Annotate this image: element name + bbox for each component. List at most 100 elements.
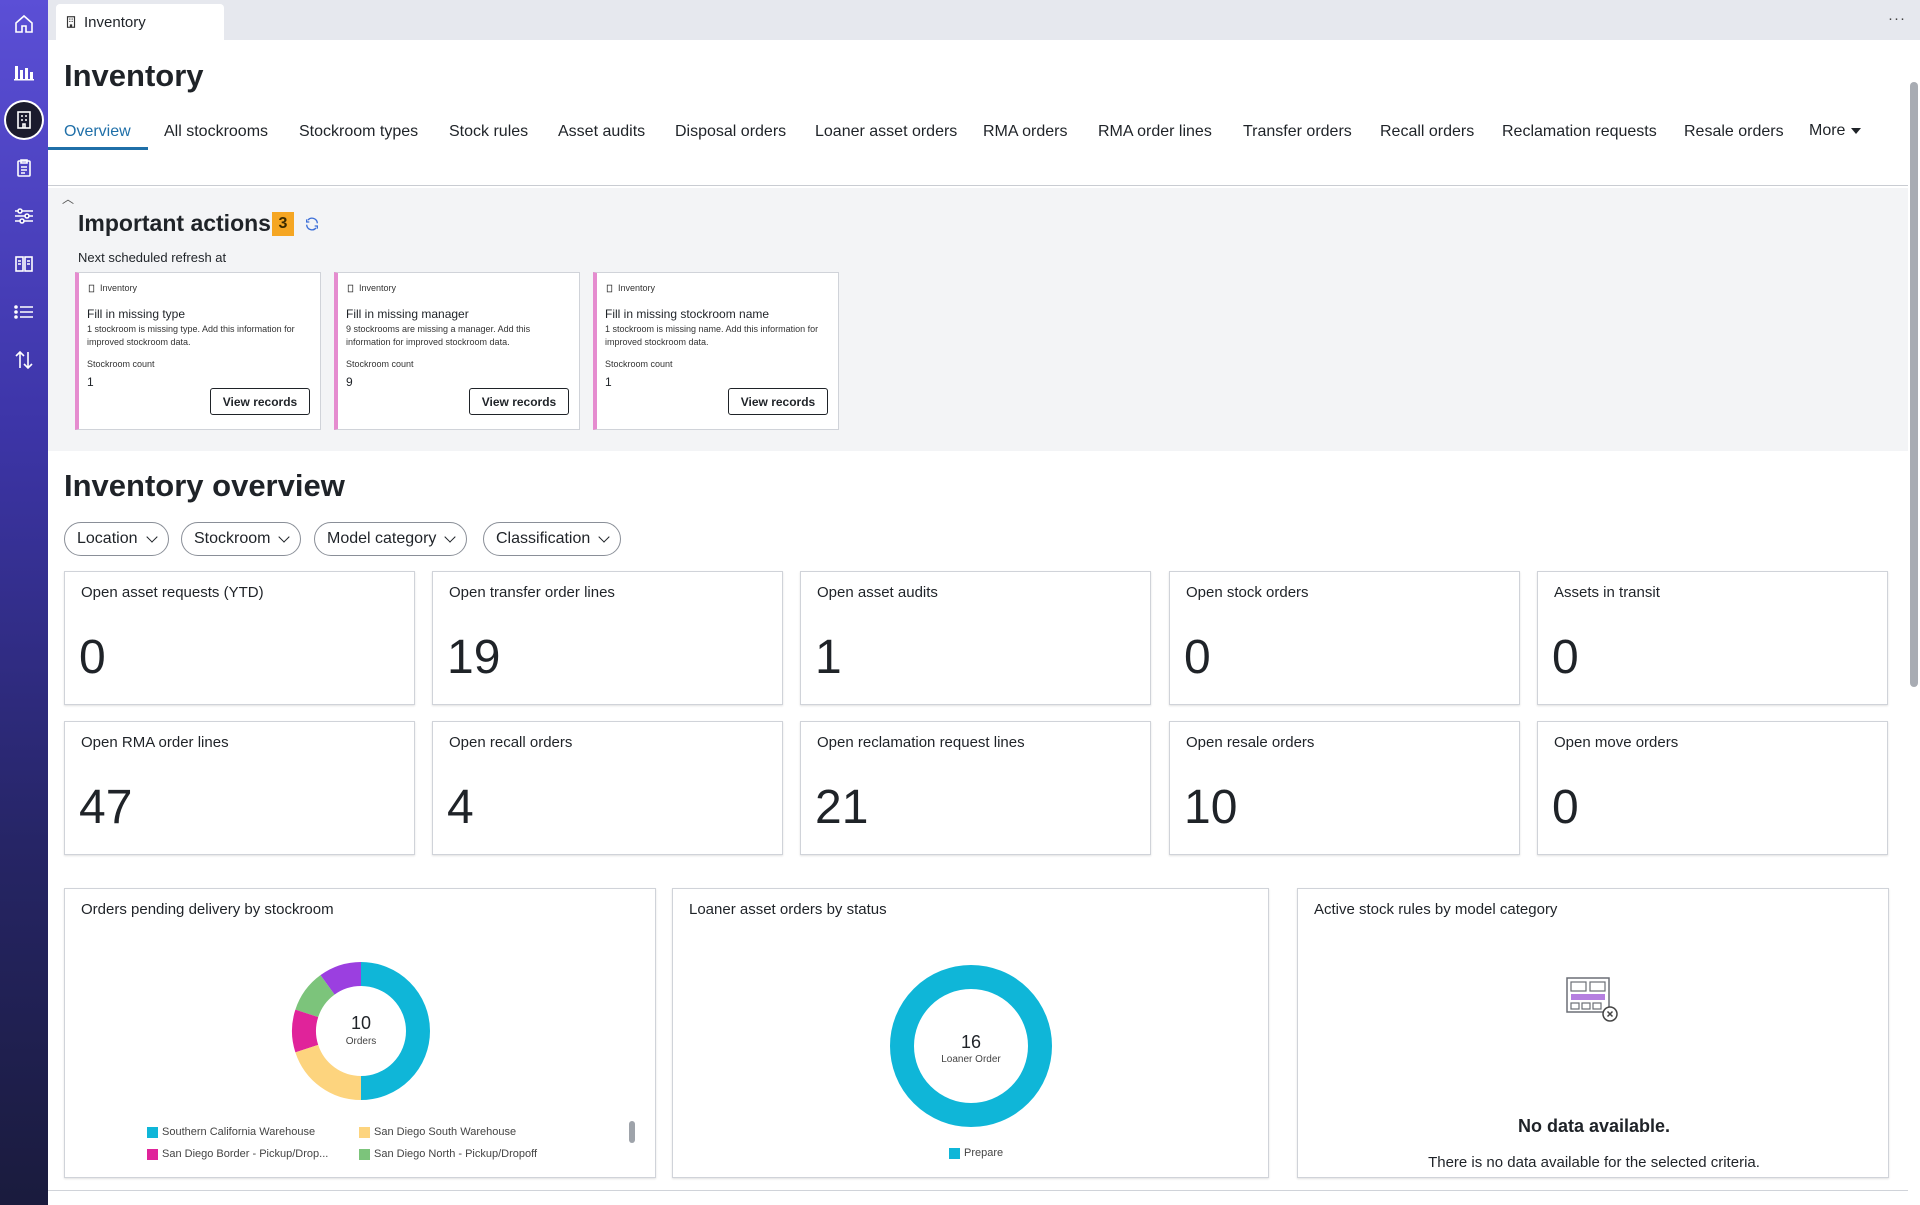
- card-description: 1 stockroom is missing type. Add this in…: [87, 324, 295, 347]
- donut-center-label: Orders: [346, 1036, 377, 1047]
- metric-value: 19: [447, 631, 501, 684]
- collapse-chevron-icon[interactable]: ︿: [62, 192, 75, 206]
- sort-arrows-icon[interactable]: [6, 342, 42, 378]
- legend-item[interactable]: San Diego North - Pickup/Dropoff: [359, 1148, 537, 1160]
- metric-value: 10: [1184, 781, 1238, 834]
- chart-title: Orders pending delivery by stockroom: [81, 901, 334, 918]
- metric-label: Open move orders: [1554, 734, 1679, 751]
- clipboard-icon[interactable]: [6, 150, 42, 186]
- metric-card[interactable]: Open asset requests (YTD) 0: [64, 571, 415, 705]
- legend-item[interactable]: San Diego Border - Pickup/Drop...: [147, 1148, 328, 1160]
- view-records-button[interactable]: View records: [210, 388, 310, 415]
- model-category-filter[interactable]: Model category: [314, 522, 468, 556]
- building-icon: [88, 284, 95, 292]
- important-actions-title: Important actions: [78, 210, 271, 236]
- metric-card[interactable]: Open recall orders 4: [432, 721, 783, 855]
- metric-value: 0: [1552, 631, 1579, 684]
- stockroom-filter[interactable]: Stockroom: [181, 522, 302, 556]
- stock-rules-chart-card: Active stock rules by model category No …: [1297, 888, 1889, 1178]
- legend-item[interactable]: San Diego South Warehouse: [359, 1126, 516, 1138]
- legend-swatch: [359, 1148, 370, 1160]
- metric-card[interactable]: Open asset audits 1: [800, 571, 1151, 705]
- card-count: 1: [87, 375, 94, 389]
- metric-card[interactable]: Open transfer order lines 19: [432, 571, 783, 705]
- card-count-label: Stockroom count: [346, 359, 414, 369]
- content-bottom-border: [48, 1190, 1908, 1191]
- donut-segment[interactable]: [320, 962, 362, 995]
- metric-card[interactable]: Open reclamation request lines 21: [800, 721, 1151, 855]
- metric-card[interactable]: Open RMA order lines 47: [64, 721, 415, 855]
- tab-asset-audits[interactable]: Asset audits: [558, 123, 646, 140]
- metric-value: 47: [79, 781, 133, 834]
- donut-segment[interactable]: [292, 1009, 319, 1053]
- card-source: Inventory: [359, 283, 397, 293]
- metric-card[interactable]: Open stock orders 0: [1169, 571, 1520, 705]
- building-icon: [347, 284, 354, 292]
- no-data-message: There is no data available for the selec…: [1428, 1154, 1760, 1171]
- more-options-icon[interactable]: ···: [1888, 10, 1906, 27]
- legend-label: Prepare: [964, 1147, 1004, 1159]
- active-tab-indicator: [48, 147, 148, 150]
- card-count-label: Stockroom count: [87, 359, 155, 369]
- overview-title: Inventory overview: [64, 468, 345, 503]
- page-title: Inventory: [64, 58, 204, 93]
- sliders-icon[interactable]: [6, 198, 42, 234]
- tab-recall-orders[interactable]: Recall orders: [1380, 123, 1475, 140]
- metric-card[interactable]: Open resale orders 10: [1169, 721, 1520, 855]
- legend-scrollbar[interactable]: [629, 1121, 635, 1143]
- tab-rma-order-lines[interactable]: RMA order lines: [1098, 123, 1212, 140]
- important-actions-panel: ︿ Important actions 3 Next scheduled ref…: [48, 188, 1908, 451]
- metric-card[interactable]: Assets in transit 0: [1537, 571, 1888, 705]
- orders-pending-donut: 10 Orders: [292, 962, 430, 1100]
- loaner-orders-donut: 16 Loaner Order: [890, 965, 1052, 1127]
- location-filter[interactable]: Location: [64, 522, 169, 556]
- chevron-down-icon: [598, 531, 610, 543]
- tab-all-stockrooms[interactable]: All stockrooms: [164, 123, 269, 140]
- view-records-button[interactable]: View records: [728, 388, 828, 415]
- card-description: 9 stockrooms are missing a manager. Add …: [346, 324, 531, 347]
- chart-icon[interactable]: [6, 54, 42, 90]
- action-card: Inventory Fill in missing stockroom name…: [593, 272, 839, 430]
- view-records-button[interactable]: View records: [469, 388, 569, 415]
- metric-card[interactable]: Open move orders 0: [1537, 721, 1888, 855]
- tab-rma-orders[interactable]: RMA orders: [983, 123, 1068, 140]
- metric-label: Open stock orders: [1186, 584, 1309, 601]
- filter-label: Classification: [496, 530, 591, 547]
- filter-label: Model category: [327, 530, 437, 547]
- chevron-down-icon: [145, 531, 158, 543]
- legend-item[interactable]: Southern California Warehouse: [147, 1126, 315, 1138]
- home-icon[interactable]: [6, 6, 42, 42]
- tab-stock-rules[interactable]: Stock rules: [449, 123, 529, 140]
- legend-item[interactable]: Prepare: [949, 1147, 1003, 1159]
- left-rail: [0, 0, 48, 1205]
- more-menu[interactable]: More: [1809, 122, 1862, 140]
- filter-label: Location: [77, 530, 138, 547]
- tab-overview[interactable]: Overview: [64, 123, 131, 140]
- classification-filter[interactable]: Classification: [483, 522, 622, 556]
- metric-value: 4: [447, 781, 474, 834]
- donut-segment[interactable]: [295, 1044, 362, 1100]
- building-icon[interactable]: [6, 102, 42, 138]
- tab-disposal-orders[interactable]: Disposal orders: [675, 123, 787, 140]
- metric-label: Open recall orders: [449, 734, 573, 751]
- building-icon: [606, 284, 613, 292]
- metric-value: 21: [815, 781, 869, 834]
- page-scrollbar[interactable]: [1910, 82, 1918, 687]
- donut-segment[interactable]: [890, 965, 1052, 1127]
- tab-reclamation-requests[interactable]: Reclamation requests: [1502, 123, 1657, 140]
- actions-count-badge: 3: [272, 212, 294, 236]
- tab-inventory[interactable]: Inventory: [56, 4, 224, 40]
- catalog-icon[interactable]: [6, 246, 42, 282]
- action-card: Inventory Fill in missing type 1 stockro…: [75, 272, 321, 430]
- tab-loaner-asset-orders[interactable]: Loaner asset orders: [815, 123, 958, 140]
- legend-label: San Diego North - Pickup/Dropoff: [374, 1148, 538, 1160]
- donut-segment[interactable]: [295, 975, 336, 1018]
- tab-resale-orders[interactable]: Resale orders: [1684, 123, 1784, 140]
- metric-value: 1: [815, 631, 842, 684]
- donut-segment[interactable]: [360, 962, 430, 1100]
- list-icon[interactable]: [6, 294, 42, 330]
- card-count: 1: [605, 375, 612, 389]
- tab-transfer-orders[interactable]: Transfer orders: [1243, 123, 1352, 140]
- tab-stockroom-types[interactable]: Stockroom types: [299, 123, 419, 140]
- refresh-icon[interactable]: [304, 216, 320, 232]
